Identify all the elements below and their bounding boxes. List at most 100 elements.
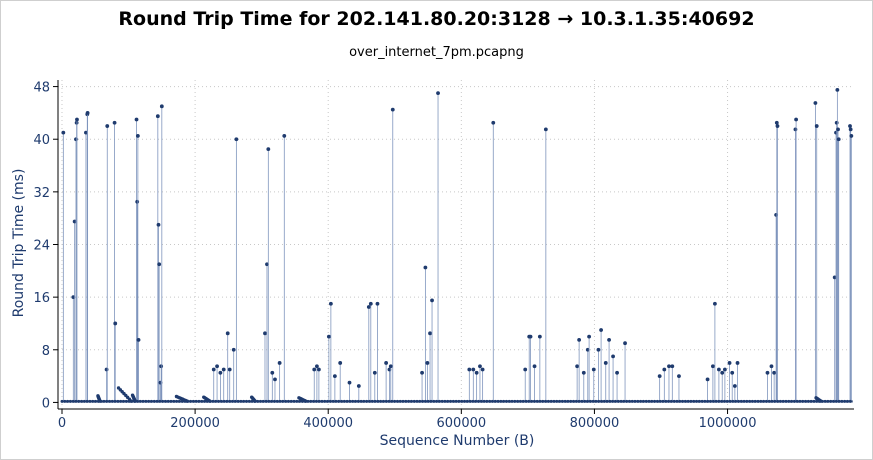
data-point	[104, 367, 109, 372]
data-point	[735, 361, 740, 365]
data-point	[697, 399, 701, 403]
data-point	[189, 399, 193, 403]
data-point	[317, 399, 321, 403]
data-point	[155, 114, 160, 119]
data-point	[264, 399, 268, 403]
data-point	[706, 399, 710, 403]
data-point	[591, 399, 595, 403]
data-point	[278, 399, 282, 403]
data-point	[711, 399, 715, 403]
data-point	[762, 399, 766, 403]
data-point	[266, 147, 271, 151]
data-point	[263, 331, 267, 336]
data-point	[354, 399, 358, 403]
data-point	[155, 399, 159, 403]
data-point	[80, 399, 84, 403]
data-point	[496, 399, 500, 403]
data-point	[552, 399, 556, 403]
data-point	[583, 399, 587, 403]
data-point	[404, 399, 408, 403]
data-point	[814, 124, 819, 128]
data-point	[61, 130, 66, 135]
data-point	[535, 399, 539, 403]
data-point	[418, 399, 422, 403]
data-point	[314, 399, 318, 403]
data-point	[599, 328, 603, 332]
data-point	[532, 399, 536, 403]
data-point	[298, 399, 302, 403]
data-point	[384, 399, 388, 403]
data-point	[242, 399, 246, 403]
data-point	[843, 399, 847, 403]
data-point	[485, 399, 489, 403]
data-point	[476, 399, 480, 403]
data-point	[521, 399, 525, 403]
data-point	[794, 117, 798, 122]
data-point	[407, 399, 411, 403]
data-point	[633, 399, 637, 403]
data-point	[730, 370, 735, 375]
data-point	[113, 399, 117, 403]
data-point	[566, 399, 570, 403]
data-point	[166, 399, 170, 403]
data-point	[390, 399, 394, 403]
data-point	[753, 399, 757, 403]
data-point	[815, 399, 819, 403]
data-point	[829, 399, 833, 403]
data-point	[423, 399, 427, 403]
data-point	[429, 399, 433, 403]
data-point	[678, 399, 682, 403]
data-point	[577, 338, 582, 342]
data-point	[793, 127, 798, 132]
data-point	[365, 399, 369, 403]
data-point	[774, 120, 779, 125]
data-point	[136, 338, 141, 342]
data-point	[82, 399, 86, 403]
data-point	[384, 361, 389, 365]
data-point	[502, 399, 506, 403]
y-axis-label: Round Trip Time (ms)	[11, 169, 27, 318]
data-point	[818, 399, 822, 403]
data-point	[745, 399, 749, 403]
data-point	[523, 367, 528, 372]
data-point	[655, 399, 659, 403]
data-point	[727, 361, 732, 365]
data-point	[705, 377, 710, 382]
data-point	[765, 370, 770, 375]
data-point	[625, 399, 629, 403]
data-point	[149, 399, 153, 403]
data-point	[491, 120, 496, 125]
data-point	[68, 399, 72, 403]
data-point	[312, 399, 316, 403]
data-point	[516, 399, 520, 403]
data-point	[423, 265, 428, 270]
data-point	[272, 399, 276, 403]
data-point	[415, 399, 419, 403]
data-point	[537, 334, 542, 339]
data-point	[359, 399, 363, 403]
data-point	[387, 399, 391, 403]
data-point	[739, 399, 743, 403]
data-point	[66, 399, 70, 403]
data-point	[314, 364, 319, 369]
data-point	[326, 334, 331, 339]
data-point	[577, 399, 581, 403]
data-point	[225, 331, 230, 336]
data-point	[662, 367, 667, 372]
data-point	[714, 399, 718, 403]
data-point	[211, 399, 215, 403]
y-tick-label: 48	[33, 81, 50, 96]
data-point	[370, 399, 374, 403]
x-tick-label: 400000	[303, 416, 353, 431]
data-point	[775, 124, 780, 128]
data-point	[594, 399, 598, 403]
data-point	[426, 399, 430, 403]
data-point	[236, 399, 240, 403]
data-point	[555, 399, 559, 403]
data-point	[549, 399, 553, 403]
data-point	[159, 104, 164, 109]
data-point	[247, 399, 251, 403]
data-point	[133, 399, 137, 403]
data-point	[809, 399, 813, 403]
data-point	[388, 364, 393, 369]
